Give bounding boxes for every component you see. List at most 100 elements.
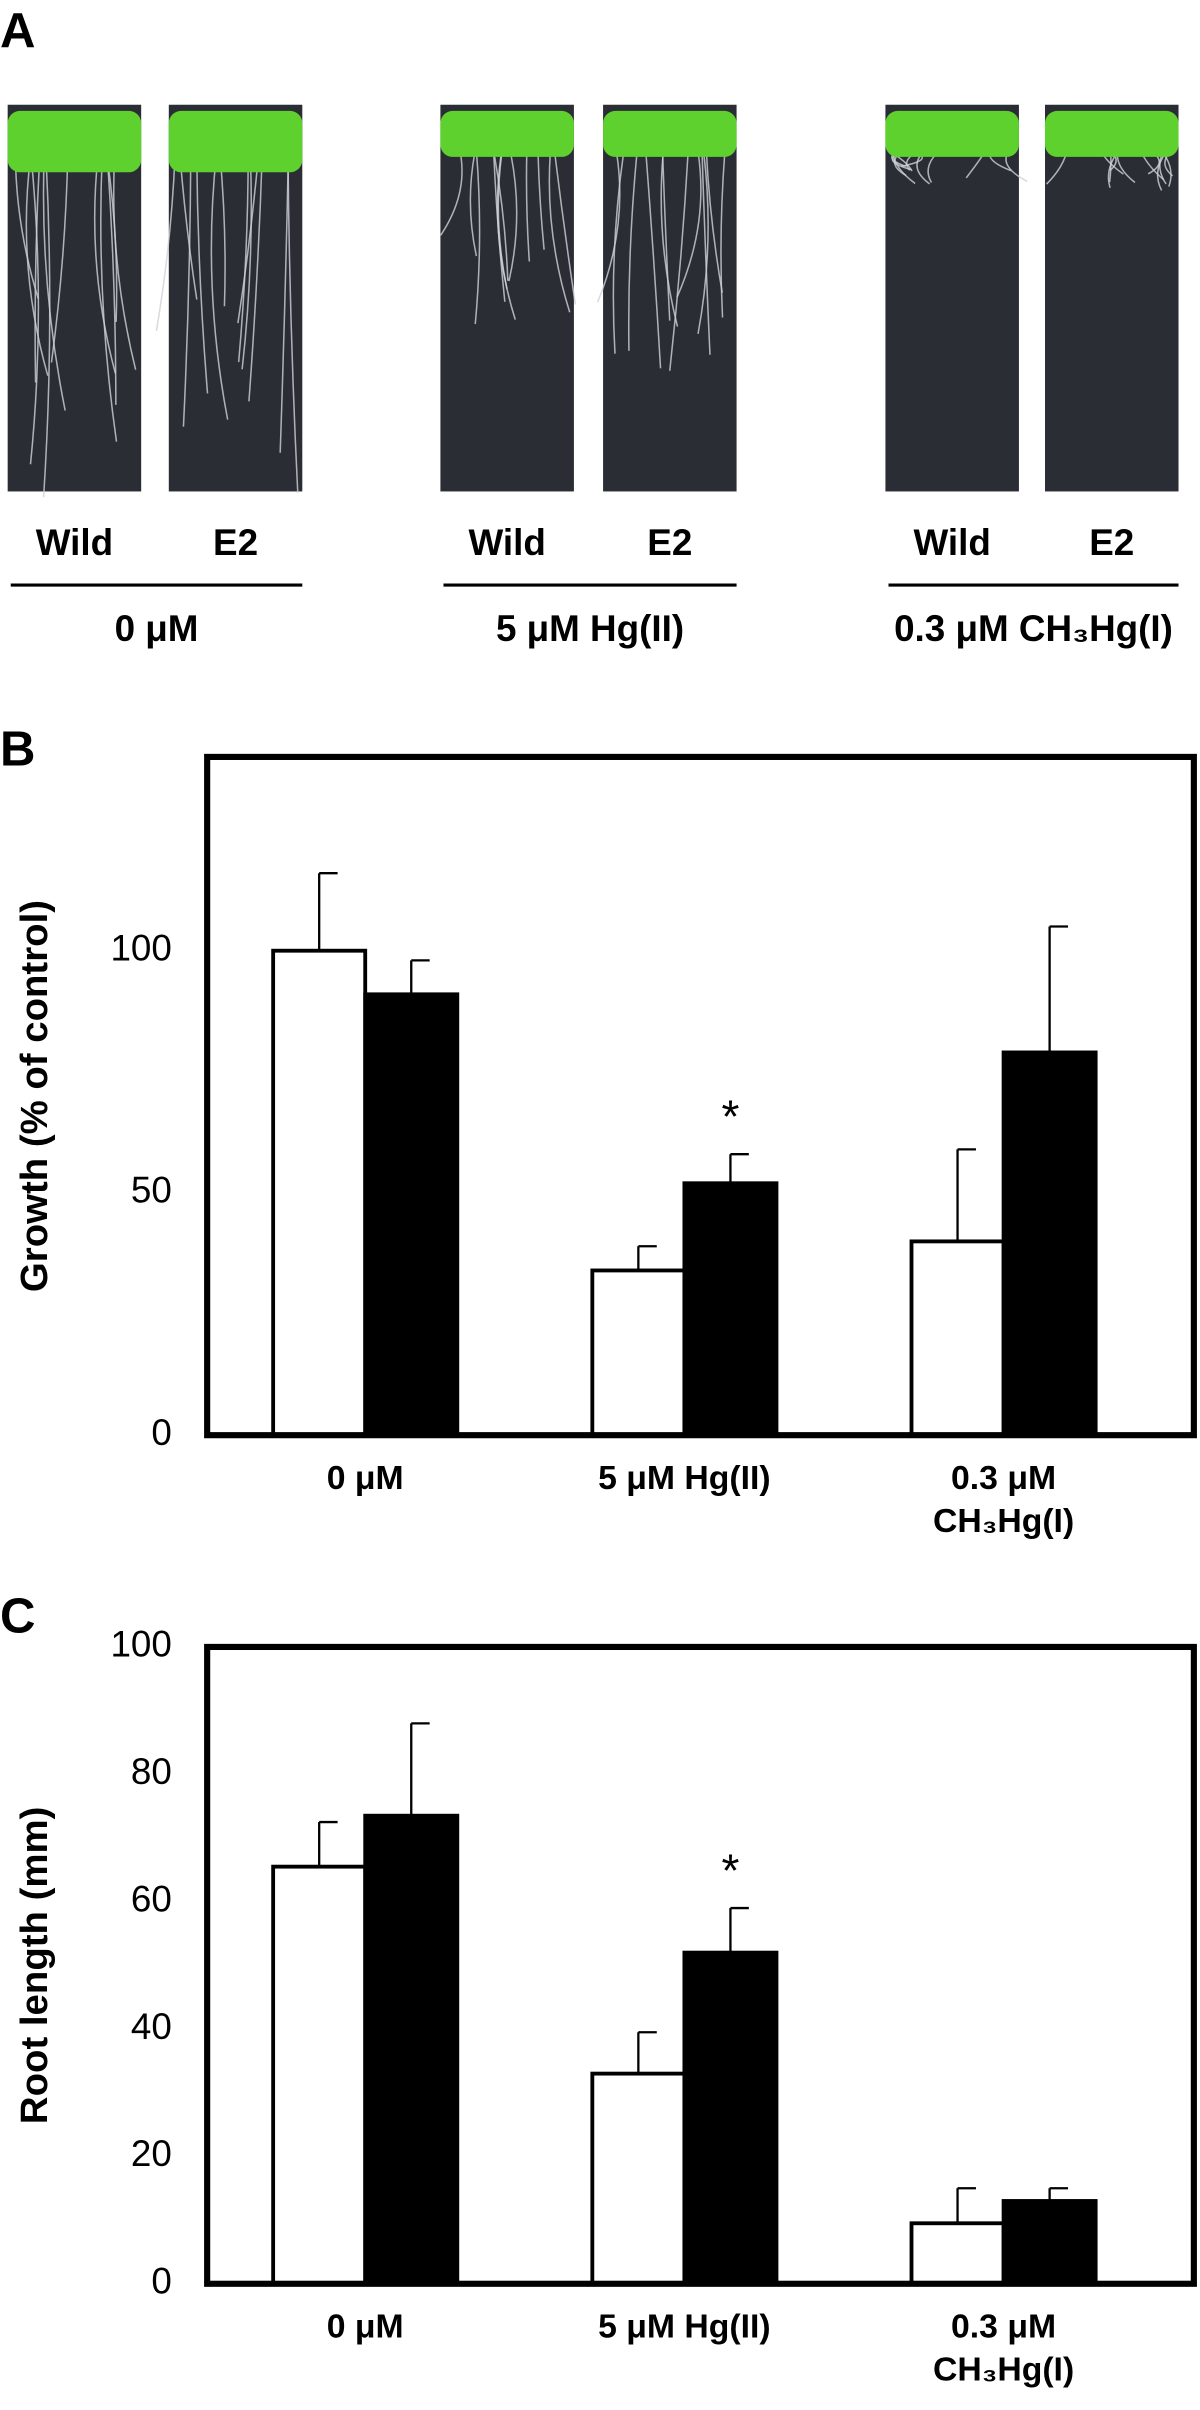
root [440, 153, 463, 236]
root [93, 153, 117, 374]
root [554, 153, 577, 305]
x-tick-label: 0 μM [326, 2306, 404, 2346]
error-bar [637, 1245, 657, 1271]
condition-label: 0.3 μM CH₃Hg(I) [894, 608, 1173, 649]
x-tick-label: 5 μM Hg(II) [598, 1458, 771, 1497]
root [497, 153, 508, 289]
photo [603, 104, 737, 492]
y-tick-label: 40 [131, 2006, 172, 2047]
bar [590, 2071, 687, 2286]
root [210, 153, 229, 420]
root [537, 153, 545, 250]
x-label-box: 0 μM [326, 2306, 404, 2346]
root [279, 153, 290, 453]
x-label-box: 5 μM Hg(II) [598, 1458, 771, 1497]
root [25, 153, 49, 376]
bar [909, 1239, 1006, 1438]
error-bar [410, 959, 430, 995]
root [697, 153, 709, 335]
bar [1001, 2199, 1098, 2286]
root [50, 153, 69, 363]
error-bar [729, 1906, 749, 1953]
lane-label: Wild [36, 522, 113, 563]
error-bar [956, 2187, 976, 2224]
root [106, 153, 117, 405]
x-tick-label: 0.3 μM CH₃Hg(I) [932, 2306, 1075, 2388]
x-tick-label: 0.3 μM CH₃Hg(I) [932, 1458, 1075, 1539]
root [705, 153, 724, 293]
root [474, 153, 481, 325]
photo [440, 104, 574, 492]
root [287, 153, 299, 493]
bar [271, 1864, 368, 2286]
error-bar [410, 1722, 430, 1816]
root [195, 153, 209, 394]
y-tick-label: 20 [131, 2133, 172, 2174]
panel-label: A [0, 4, 35, 58]
y-tick-label: 80 [131, 1751, 172, 1792]
y-tick-label: 0 [151, 1412, 171, 1453]
root [241, 153, 253, 370]
root [182, 153, 192, 427]
bar [682, 1181, 779, 1438]
plot-frame [204, 1643, 1197, 2287]
root [237, 153, 260, 324]
y-tick-label: 100 [110, 927, 171, 968]
root [892, 153, 916, 185]
root [42, 153, 66, 411]
significance: * [721, 1844, 739, 1896]
lane-label: Wild [468, 522, 545, 563]
x-label-box: 0 μM [326, 1458, 404, 1497]
root [701, 153, 711, 355]
bar [909, 2221, 1006, 2286]
x-label-box: 5 μM Hg(II) [598, 2306, 771, 2346]
x-tick-label: 0 μM [326, 1458, 404, 1497]
leaves [168, 110, 303, 173]
lane-label: E2 [213, 522, 258, 563]
root [42, 153, 51, 498]
lane-label: E2 [1089, 522, 1134, 563]
x-label-box: 0.3 μM CH₃Hg(I) [932, 2306, 1075, 2388]
root [493, 153, 509, 281]
root [645, 153, 662, 369]
y-tick-label: 60 [131, 1878, 172, 1919]
x-tick-label: 5 μM Hg(II) [598, 2306, 771, 2346]
root [612, 153, 625, 354]
leaves [885, 110, 1019, 157]
leaves [603, 110, 737, 157]
significance: * [721, 1091, 739, 1143]
root [237, 153, 249, 363]
root [669, 153, 689, 371]
leaves [7, 110, 142, 173]
error-bar [729, 1153, 749, 1184]
root [525, 153, 531, 262]
root [155, 153, 176, 331]
plot-frame [204, 753, 1197, 1439]
root [508, 153, 518, 282]
bar [271, 948, 368, 1438]
error-bar [318, 872, 338, 951]
panel-label: C [0, 1589, 35, 1643]
x-label-box: 0.3 μM CH₃Hg(I) [932, 1458, 1075, 1539]
y-axis-label: Growth (% of control) [13, 900, 56, 1292]
root [627, 153, 638, 351]
root [248, 153, 264, 402]
root [112, 153, 137, 370]
root [661, 153, 671, 321]
error-bar [956, 1148, 976, 1242]
y-tick-label: 50 [131, 1170, 172, 1211]
y-tick-label: 0 [151, 2260, 171, 2301]
bar [363, 992, 460, 1438]
bar [1001, 1050, 1098, 1438]
leaves [440, 110, 574, 157]
panel-label: B [0, 722, 35, 776]
y-tick-label: 100 [110, 1624, 171, 1665]
root [469, 153, 478, 257]
bar [590, 1268, 687, 1438]
root [660, 153, 679, 327]
bar [363, 1813, 460, 2286]
root [548, 153, 571, 313]
bar [682, 1950, 779, 2286]
